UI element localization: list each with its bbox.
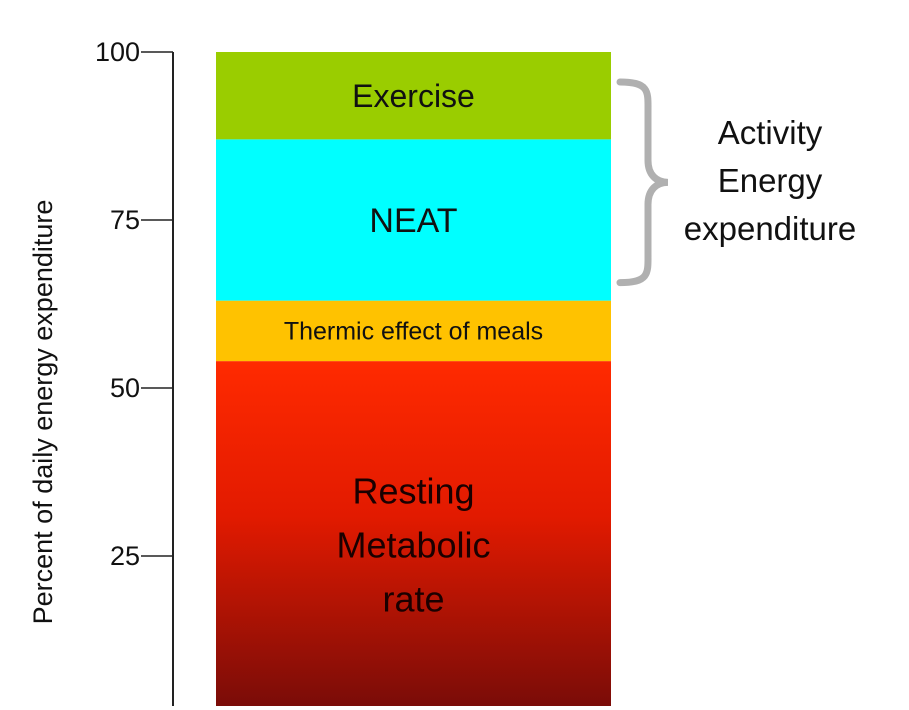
activity-bracket: Activity Energy expenditure xyxy=(616,78,856,287)
y-tick-label: 75 xyxy=(110,205,140,235)
curly-brace xyxy=(616,78,669,287)
bar-segment xyxy=(216,300,611,362)
segment-label: Resting Metabolic rate xyxy=(336,471,490,620)
y-tick-label: 50 xyxy=(110,373,140,403)
stacked-bar: Resting Metabolic rate Thermic effect of me… xyxy=(216,52,611,706)
segment-label: NEAT xyxy=(369,202,457,240)
y-tick-label: 25 xyxy=(110,541,140,571)
y-axis-ticks: 25 50 75 100 xyxy=(95,37,173,571)
bracket-label: Activity Energy expenditure xyxy=(684,114,856,247)
segment-label: Thermic effect of meals xyxy=(284,318,543,346)
segment-label: Exercise xyxy=(352,78,475,114)
y-tick-label: 100 xyxy=(95,37,140,67)
bar-segment xyxy=(216,139,611,301)
bar-segment xyxy=(216,361,611,706)
y-axis-label: Percent of daily energy expenditure xyxy=(28,200,58,625)
bar-segment xyxy=(216,52,611,140)
